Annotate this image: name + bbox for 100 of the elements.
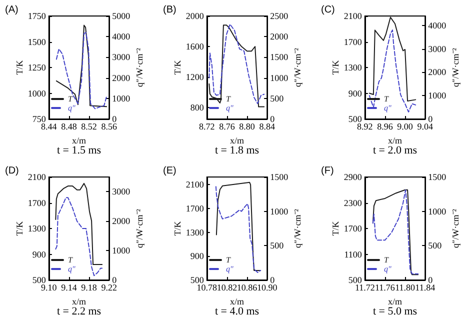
chart-title: (A) <box>5 4 18 16</box>
x-tick-label: 8.72 <box>199 122 215 132</box>
y-tick-label: 1700 <box>28 198 46 208</box>
text: t = 2.0 ms <box>372 144 418 156</box>
y2-tick-label: 500 <box>270 93 284 104</box>
y-tick-label: 750 <box>32 114 46 124</box>
y-tick-label: 500 <box>190 275 204 285</box>
legend-label: T <box>68 94 73 104</box>
legend-label: q″ <box>384 264 392 274</box>
y2-tick-label: 2000 <box>112 72 131 83</box>
y2-tick-label: 2000 <box>270 32 289 42</box>
y2-tick-label: 4000 <box>112 32 131 42</box>
y-tick-label: 500 <box>348 275 362 285</box>
y-tick-label: 1500 <box>28 36 46 47</box>
x-axis-title: x/m <box>230 296 244 306</box>
y2-axis-title: q″/W·cm⁻² <box>134 48 145 87</box>
x-tick-label: 8.96 <box>377 122 394 132</box>
y-axis-title: T/K <box>172 60 182 75</box>
legend-label: T <box>384 256 389 264</box>
y-tick-label: 2100 <box>344 11 362 21</box>
y2-tick-label: 1000 <box>112 246 131 256</box>
y-tick-label: 1750 <box>28 11 46 21</box>
y-tick-label: 1700 <box>344 224 362 234</box>
y-tick-label: 900 <box>190 251 204 262</box>
y-tick-label: 500 <box>32 275 46 285</box>
chart-title: (E) <box>163 166 176 176</box>
x-axis-title: x/m <box>388 296 402 306</box>
y2-tick-label: 5000 <box>112 11 131 21</box>
y-tick-label: 2900 <box>344 172 362 182</box>
y2-tick-label: 0 <box>270 275 276 285</box>
x-tick-label: 10.90 <box>256 282 278 292</box>
x-tick-label: 11.76 <box>375 282 396 292</box>
legend-label: q″ <box>68 264 76 274</box>
y2-tick-label: 1000 <box>112 93 131 104</box>
y-axis-title: T/K <box>172 220 182 236</box>
y-tick-label: 1300 <box>344 62 362 72</box>
y-axis-title: T/K <box>14 220 24 236</box>
line-series <box>368 30 416 112</box>
legend-label: q″ <box>68 104 76 112</box>
x-tick-label: 10.78 <box>196 282 218 292</box>
x-tick-label: 11.80 <box>395 282 416 292</box>
line-series <box>368 16 416 102</box>
y2-tick-label: 1000 <box>428 206 447 216</box>
y-tick-label: 2000 <box>186 11 204 21</box>
x-tick-label: 9.22 <box>101 282 117 292</box>
y2-tick-label: 2000 <box>428 67 447 78</box>
y2-tick-label: 0 <box>112 275 118 285</box>
y-tick-label: 500 <box>348 114 362 124</box>
x-tick-label: 8.80 <box>239 122 256 132</box>
y2-tick-label: 2500 <box>270 11 289 21</box>
y2-tick-label: 500 <box>428 240 442 251</box>
y-tick-label: 2300 <box>344 198 362 208</box>
y2-tick-label: 3000 <box>112 52 131 62</box>
line-series <box>55 182 103 266</box>
x-tick-label: 8.48 <box>61 122 78 132</box>
legend-label: T <box>384 94 389 104</box>
y-tick-label: 1100 <box>344 249 362 260</box>
y-tick-label: 900 <box>32 249 46 260</box>
y2-tick-label: 1000 <box>428 90 447 101</box>
text: t = 4.0 ms <box>214 306 260 318</box>
chart-title: (F) <box>321 166 334 176</box>
x-tick-label: 8.92 <box>357 122 373 132</box>
y-tick-label: 1700 <box>344 36 362 47</box>
x-axis-title: x/m <box>72 135 86 146</box>
text: t = 2.2 ms <box>56 306 102 318</box>
x-tick-label: 9.14 <box>61 282 78 292</box>
y2-tick-label: 3000 <box>428 44 447 54</box>
y2-axis-title: q″/W·cm⁻² <box>450 48 461 87</box>
y-tick-label: 1600 <box>186 42 204 52</box>
x-tick-label: 11.84 <box>415 282 436 292</box>
y2-axis-title: q″/W·cm⁻² <box>292 48 303 87</box>
x-tick-label: 9.18 <box>81 282 98 292</box>
y-tick-label: 1200 <box>186 72 204 82</box>
y2-tick-label: 0 <box>112 114 118 124</box>
y-tick-label: 1700 <box>186 204 204 214</box>
x-tick-label: 10.86 <box>236 282 258 292</box>
y-tick-label: 2100 <box>28 172 46 182</box>
y2-tick-label: 3000 <box>112 186 131 197</box>
x-tick-label: 8.84 <box>259 122 276 132</box>
x-tick-label: 8.76 <box>219 122 236 132</box>
text: t = 1.5 ms <box>56 144 102 156</box>
legend-label: q″ <box>384 104 392 112</box>
x-tick-label: 10.82 <box>216 282 238 292</box>
x-axis-title: x/m <box>230 135 244 146</box>
y2-tick-label: 1500 <box>270 172 289 182</box>
y-tick-label: 1300 <box>186 227 204 238</box>
y2-tick-label: 2000 <box>112 216 131 226</box>
x-axis-title: x/m <box>388 135 402 146</box>
chart-title: (C) <box>321 4 335 16</box>
x-tick-label: 9.10 <box>41 282 58 292</box>
legend-label: T <box>226 256 231 264</box>
y2-tick-label: 1000 <box>270 72 289 83</box>
y2-tick-label: 0 <box>428 275 434 285</box>
y-tick-label: 1250 <box>28 62 46 72</box>
y-axis-title: T/K <box>330 60 340 75</box>
x-axis-title: x/m <box>72 296 86 306</box>
y-tick-label: 1300 <box>28 224 46 234</box>
legend-label: T <box>68 256 73 264</box>
y-tick-label: 1000 <box>28 88 46 98</box>
y2-axis-title: q″/W·cm⁻² <box>292 208 303 248</box>
